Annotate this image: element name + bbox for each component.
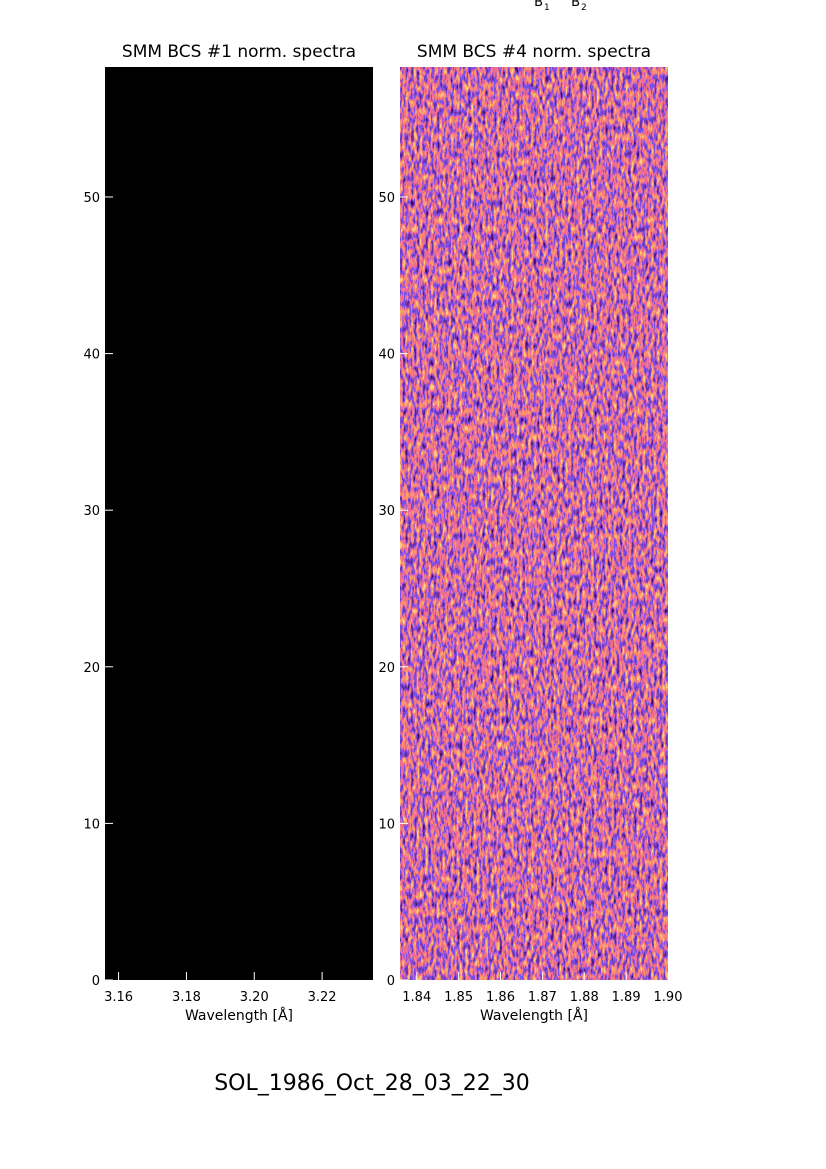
y-tick-label: 0 — [92, 974, 100, 989]
y-tick-label: 40 — [378, 348, 395, 363]
y-tick-label: 30 — [83, 504, 100, 519]
x-tick-label: 1.85 — [444, 990, 473, 1005]
x-tick-label: 3.20 — [240, 990, 269, 1005]
x-tick-label: 3.16 — [104, 990, 133, 1005]
footer: SOL_1986_Oct_28_03_22_30 — [214, 1071, 530, 1096]
x-tick-label: 1.84 — [402, 990, 431, 1005]
y-tick-label: 50 — [378, 191, 395, 206]
x-tick-label: 3.22 — [308, 990, 337, 1005]
x-axis-label: Wavelength [Å] — [185, 1007, 293, 1024]
top-label-sub: 1 — [544, 3, 550, 13]
top-label-sub: 2 — [581, 3, 587, 13]
top-label: B — [534, 0, 543, 10]
y-tick-label: 20 — [378, 661, 395, 676]
x-tick-label: 1.89 — [612, 990, 641, 1005]
x-tick-label: 1.86 — [486, 990, 515, 1005]
x-axis-label: Wavelength [Å] — [480, 1007, 588, 1024]
y-tick-label: 10 — [378, 817, 395, 832]
panel-title: SMM BCS #1 norm. spectra — [122, 42, 356, 62]
heatmap-image — [105, 67, 373, 980]
y-tick-label: 0 — [387, 974, 395, 989]
top-label: B — [571, 0, 580, 10]
x-tick-label: 1.90 — [654, 990, 683, 1005]
x-tick-label: 3.18 — [172, 990, 201, 1005]
x-tick-label: 1.87 — [528, 990, 557, 1005]
y-tick-label: 30 — [378, 504, 395, 519]
y-tick-label: 20 — [83, 661, 100, 676]
y-tick-label: 10 — [83, 817, 100, 832]
y-tick-label: 40 — [83, 348, 100, 363]
x-tick-label: 1.88 — [570, 990, 599, 1005]
panel-title: SMM BCS #4 norm. spectra — [417, 42, 651, 62]
heatmap-image — [400, 67, 668, 980]
y-tick-label: 50 — [83, 191, 100, 206]
